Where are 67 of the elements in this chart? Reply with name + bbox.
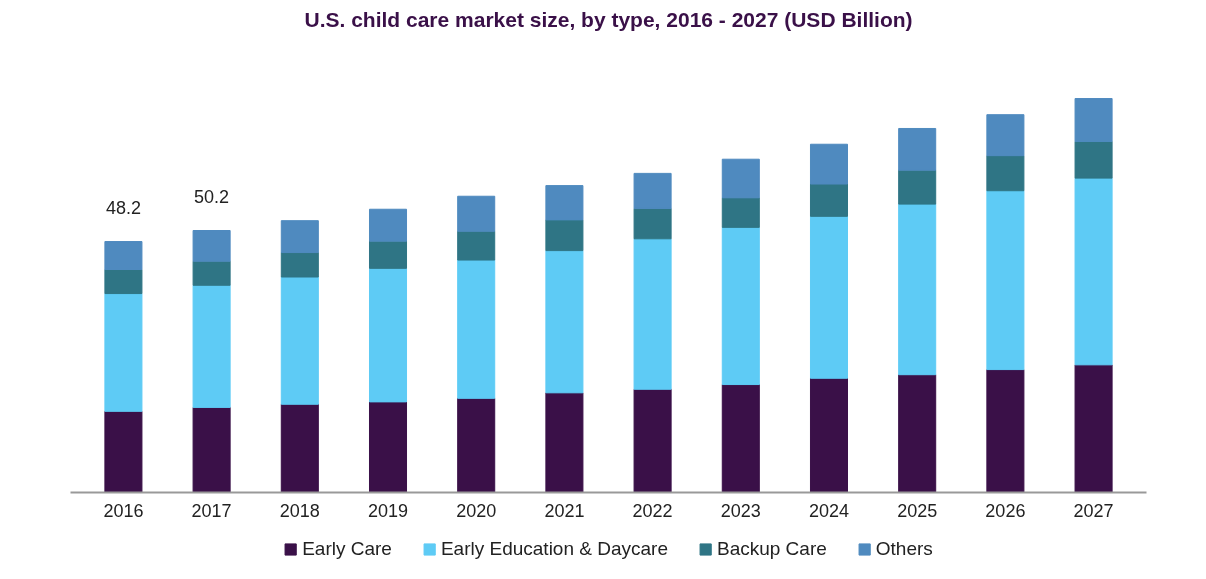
bar — [1074, 364, 1113, 493]
bar — [986, 114, 1025, 157]
bar — [721, 197, 760, 228]
bar — [545, 250, 584, 394]
x-tick-label: 2023 — [720, 500, 761, 521]
bar — [986, 190, 1025, 371]
bar — [457, 230, 496, 261]
legend-label: Others — [875, 538, 933, 560]
bar — [986, 369, 1025, 493]
chart-title: U.S. child care market size, by type, 2016 - 2027 (USD Billion) — [304, 7, 913, 31]
bar — [192, 406, 231, 493]
bar — [809, 215, 849, 379]
bar — [633, 238, 672, 390]
bar — [280, 220, 319, 254]
bar — [368, 208, 408, 242]
x-tick-label: 2027 — [1073, 500, 1114, 521]
bar — [545, 185, 584, 221]
bar — [898, 203, 937, 376]
bar — [545, 219, 584, 252]
x-tick-label: 2020 — [456, 500, 497, 521]
x-tick-label: 2017 — [191, 500, 232, 521]
bar — [104, 241, 143, 271]
annotation: 48.2 — [105, 197, 141, 218]
bar — [545, 392, 584, 493]
bar — [192, 230, 231, 262]
bar — [1074, 177, 1113, 366]
x-tick-label: 2016 — [103, 500, 144, 521]
bar — [280, 252, 319, 278]
bar — [104, 410, 143, 493]
x-tick-label: 2019 — [367, 500, 409, 521]
bar — [809, 143, 849, 185]
bar — [1074, 140, 1113, 179]
bar — [721, 384, 760, 493]
bar — [368, 240, 408, 269]
bar — [898, 169, 937, 205]
x-tick-label: 2024 — [808, 500, 850, 521]
x-tick-label: 2026 — [985, 500, 1026, 521]
bar — [898, 374, 937, 493]
bar — [633, 388, 672, 493]
bar — [457, 259, 496, 399]
bar — [368, 401, 408, 493]
legend-label: Early Care — [302, 538, 392, 560]
bar — [986, 155, 1025, 192]
legend-label: Backup Care — [716, 538, 827, 560]
bar — [457, 397, 496, 493]
x-tick-label: 2025 — [897, 500, 938, 521]
bar — [104, 269, 143, 295]
bar — [809, 377, 849, 493]
bar — [809, 183, 849, 217]
x-tick-label: 2021 — [544, 500, 585, 521]
bar — [280, 403, 319, 493]
x-tick-label: 2018 — [279, 500, 320, 521]
bar — [721, 226, 760, 386]
bar — [192, 260, 231, 286]
bar — [368, 267, 408, 403]
bar — [104, 293, 143, 412]
bar — [457, 195, 496, 232]
bar — [633, 207, 672, 240]
bar — [1074, 98, 1113, 142]
bar — [633, 172, 672, 209]
annotation: 50.2 — [194, 186, 230, 207]
x-tick-label: 2022 — [632, 500, 673, 521]
bar — [898, 127, 937, 171]
bar — [721, 158, 760, 199]
bar — [280, 276, 319, 405]
legend-label: Early Education & Daycare — [440, 538, 668, 560]
bar — [192, 284, 231, 408]
